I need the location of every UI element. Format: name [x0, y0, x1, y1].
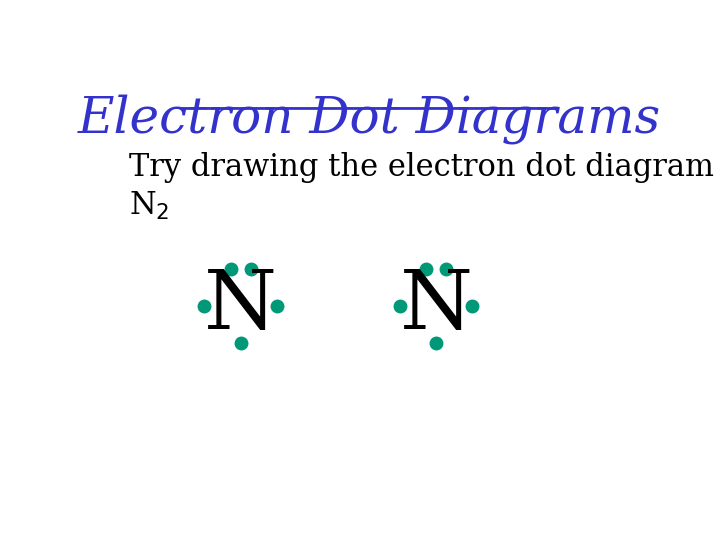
Text: N$_2$: N$_2$ [129, 190, 169, 221]
Text: Electron Dot Diagrams: Electron Dot Diagrams [78, 94, 660, 144]
Text: N: N [400, 266, 472, 346]
Text: Try drawing the electron dot diagram for:: Try drawing the electron dot diagram for… [129, 152, 720, 183]
Text: N: N [204, 266, 277, 346]
